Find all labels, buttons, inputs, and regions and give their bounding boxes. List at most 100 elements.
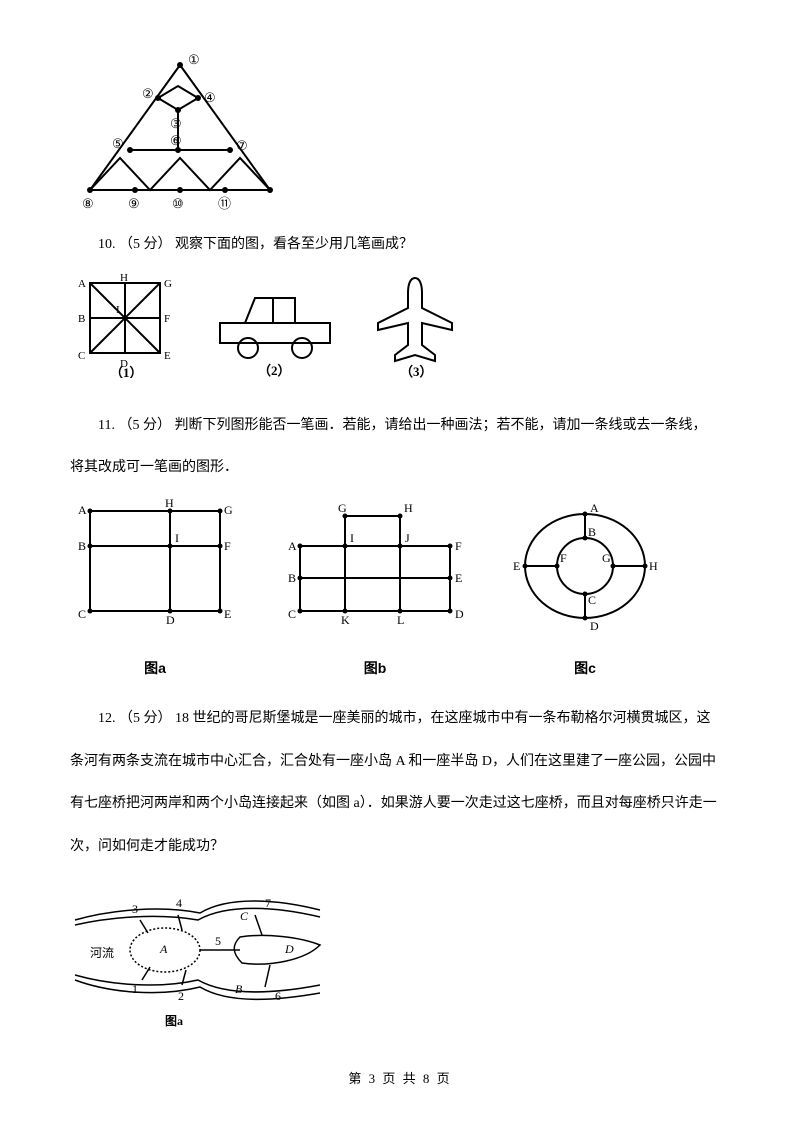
c-G: G [602, 551, 611, 565]
b-I: I [350, 531, 354, 545]
b-G: G [338, 501, 347, 515]
node-5: ⑤ [112, 136, 124, 151]
q10-fig1: A H G B I F C D E （1） [70, 273, 180, 378]
bank-B: B [235, 982, 243, 996]
bridge-1: 1 [132, 982, 138, 996]
q12-t2: 条河有两条支流在城市中心汇合，汇合处有一座小岛 A 和一座半岛 D，人们在这里建… [70, 754, 716, 769]
a-C: C [78, 607, 86, 621]
node-8: ⑧ [82, 196, 94, 210]
footer-cur: 3 [369, 1071, 378, 1086]
node-3: ③ [170, 116, 182, 131]
a-G: G [224, 503, 233, 517]
page-footer: 第 3 页 共 8 页 [70, 1065, 730, 1094]
bridge-3: 3 [132, 902, 138, 916]
c-D: D [590, 619, 599, 633]
q10-text: 10. （5 分） 观察下面的图，看各至少用几笔画成？ [70, 230, 730, 261]
q12-line4: 次，问如何走才能成功？ [70, 832, 730, 863]
a-D: D [166, 613, 175, 627]
a-I: I [175, 531, 179, 545]
node-11: ⑪ [218, 196, 231, 210]
b-J: J [405, 531, 410, 545]
c-F: F [560, 551, 567, 565]
b-F: F [455, 539, 462, 553]
footer-mid: 页 共 [377, 1071, 423, 1086]
b-C: C [288, 607, 296, 621]
q10-cap2: （2） [258, 363, 291, 378]
q12-t1: 18 世纪的哥尼斯堡城是一座美丽的城市，在这座城市中有一条布勒格尔河横贯城区，这 [175, 711, 711, 726]
q11-figB: G H A I J F B E C K L D [280, 496, 470, 636]
b-L: L [397, 613, 404, 627]
q10-figures: A H G B I F C D E （1） （2） [70, 273, 730, 391]
q10-fig2: （2） [210, 283, 340, 378]
b-K: K [341, 613, 350, 627]
q10-fig3: （3） [370, 273, 460, 378]
bridge-6: 6 [275, 989, 281, 1003]
q10-points: （5 分） [119, 237, 172, 252]
lbl-E: E [164, 350, 171, 362]
lbl-B: B [78, 313, 85, 325]
node-10: ⑩ [172, 196, 184, 210]
q11-num: 11. [98, 418, 115, 433]
q11-figures: A H G B I F C D E 图a [70, 496, 730, 684]
a-H: H [165, 496, 174, 510]
q12-line3: 有七座桥把河两岸和两个小岛连接起来（如图 a）．如果游人要一次走过这七座桥，而且… [70, 789, 730, 820]
b-B: B [288, 571, 296, 585]
q12-line1: 12. （5 分） 18 世纪的哥尼斯堡城是一座美丽的城市，在这座城市中有一条布… [70, 704, 730, 735]
lbl-A: A [78, 278, 86, 290]
lbl-G: G [164, 278, 172, 290]
q10-cap1: （1） [110, 365, 143, 378]
node-4: ④ [204, 90, 216, 105]
q11-capB: 图b [280, 653, 470, 684]
node-7: ⑦ [236, 138, 248, 153]
bridge-4: 4 [176, 896, 182, 910]
q11-line2: 将其改成可一笔画的图形． [70, 453, 730, 484]
q12-line2: 条河有两条支流在城市中心汇合，汇合处有一座小岛 A 和一座半岛 D，人们在这里建… [70, 747, 730, 778]
q12-num: 12. [98, 711, 116, 726]
footer-pre: 第 [348, 1071, 368, 1086]
lbl-C: C [78, 350, 85, 362]
q12-t3: 有七座桥把河两岸和两个小岛连接起来（如图 a）．如果游人要一次走过这七座桥，而且… [70, 796, 717, 811]
c-E: E [513, 559, 520, 573]
q10-cap3: （3） [400, 364, 433, 378]
lbl-I: I [116, 304, 120, 316]
node-1: ① [188, 52, 200, 67]
footer-suf: 页 [431, 1071, 451, 1086]
node-2: ② [142, 86, 154, 101]
bridge-5: 5 [215, 934, 221, 948]
a-E: E [224, 607, 231, 621]
peninsula-D: D [284, 942, 294, 956]
q11-line1: 11. （5 分） 判断下列图形能否一笔画．若能，请给出一种画法；若不能，请加一… [70, 411, 730, 442]
a-B: B [78, 539, 86, 553]
lbl-F: F [164, 313, 170, 325]
q12-figure: 河流 A D C B 1 2 3 4 5 6 7 图a [70, 875, 730, 1035]
q11-t2: 将其改成可一笔画的图形． [70, 460, 238, 475]
b-A: A [288, 539, 297, 553]
c-C: C [588, 593, 596, 607]
q10-num: 10. [98, 237, 116, 252]
c-H: H [649, 559, 658, 573]
q11-figA: A H G B I F C D E [70, 496, 240, 636]
node-9: ⑨ [128, 196, 140, 210]
b-E: E [455, 571, 462, 585]
bridge-7: 7 [265, 896, 271, 910]
lbl-H: H [120, 273, 128, 284]
b-H: H [404, 501, 413, 515]
bridge-2: 2 [178, 989, 184, 1003]
q11-points: （5 分） [118, 418, 171, 433]
river-label: 河流 [90, 946, 114, 960]
b-D: D [455, 607, 464, 621]
q11-t1: 判断下列图形能否一笔画．若能，请给出一种画法；若不能，请加一条线或去一条线， [174, 418, 706, 433]
a-A: A [78, 503, 87, 517]
q10-body: 观察下面的图，看各至少用几笔画成？ [175, 237, 413, 252]
q11-capC: 图c [510, 653, 660, 684]
island-A: A [159, 942, 168, 956]
q12-t4: 次，问如何走才能成功？ [70, 839, 224, 854]
c-B: B [588, 525, 596, 539]
bank-C: C [240, 909, 249, 923]
q12-cap: 图a [165, 1014, 183, 1028]
q11-figC: A B E F G H C D [510, 496, 660, 636]
q12-points: （5 分） [119, 711, 172, 726]
c-A: A [590, 501, 599, 515]
q11-capA: 图a [70, 653, 240, 684]
node-6: ⑥ [170, 133, 182, 148]
